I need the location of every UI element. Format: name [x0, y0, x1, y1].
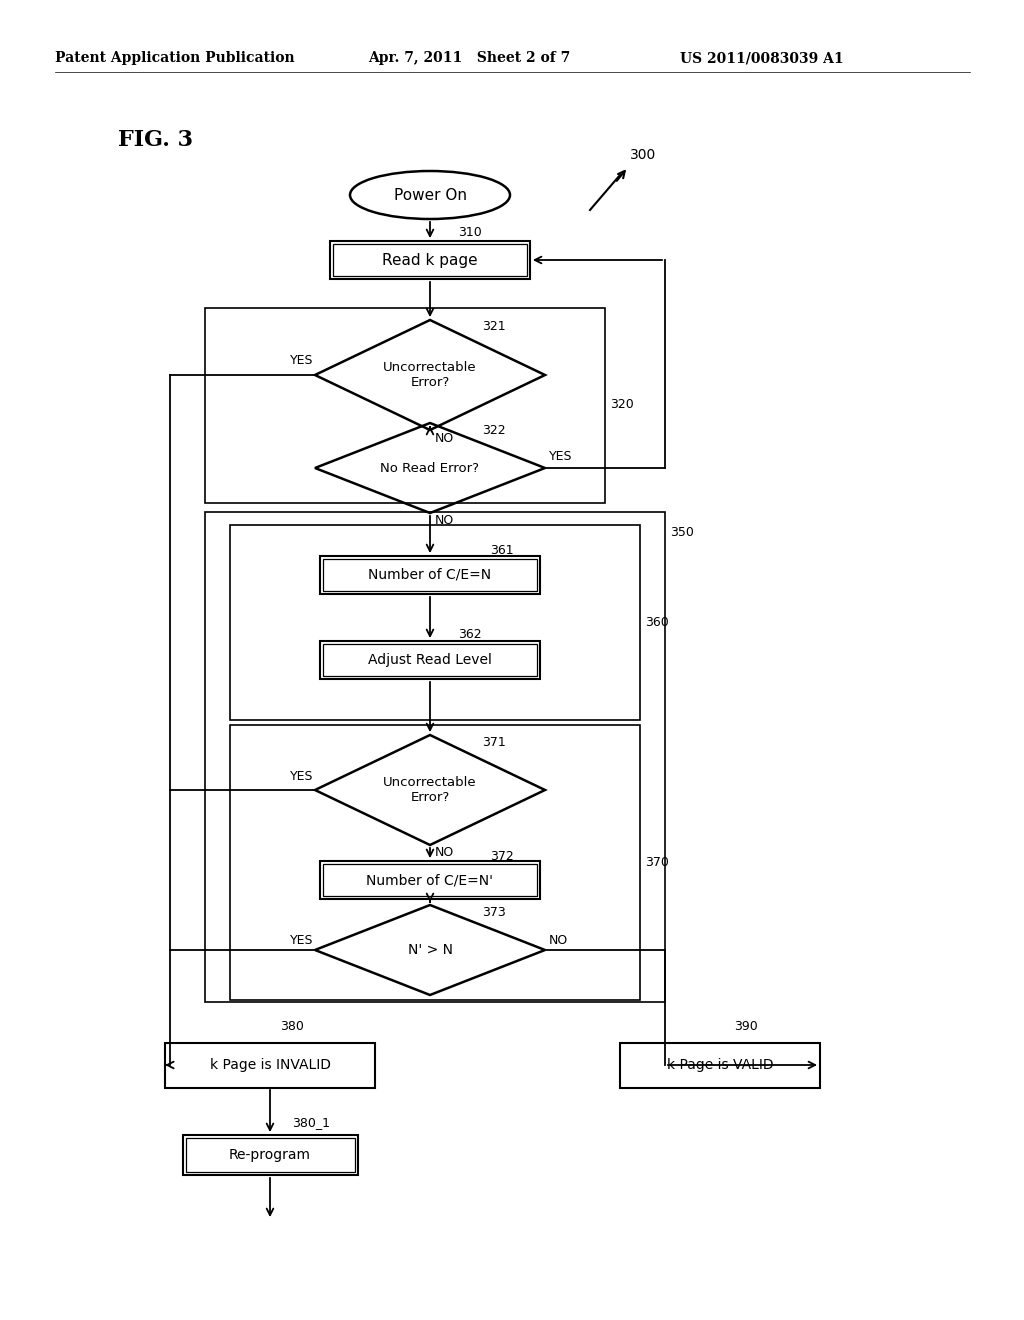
- Bar: [230, 725, 640, 1001]
- Text: 372: 372: [490, 850, 514, 862]
- Text: 390: 390: [734, 1020, 758, 1034]
- Text: k Page is VALID: k Page is VALID: [667, 1059, 773, 1072]
- Text: 371: 371: [482, 735, 506, 748]
- Text: No Read Error?: No Read Error?: [381, 462, 479, 474]
- Bar: [205, 512, 665, 1002]
- Text: Apr. 7, 2011   Sheet 2 of 7: Apr. 7, 2011 Sheet 2 of 7: [368, 51, 570, 65]
- Text: US 2011/0083039 A1: US 2011/0083039 A1: [680, 51, 844, 65]
- Text: Power On: Power On: [393, 187, 467, 202]
- Bar: [185, 1138, 354, 1172]
- Bar: [319, 556, 540, 594]
- Text: 380_1: 380_1: [292, 1117, 330, 1130]
- Text: 321: 321: [482, 321, 506, 334]
- Text: NO: NO: [549, 933, 568, 946]
- Text: k Page is INVALID: k Page is INVALID: [210, 1059, 331, 1072]
- Text: Uncorrectable
Error?: Uncorrectable Error?: [383, 360, 477, 389]
- Text: 370: 370: [645, 855, 669, 869]
- Text: Patent Application Publication: Patent Application Publication: [55, 51, 295, 65]
- Bar: [182, 1135, 357, 1175]
- Text: Re-program: Re-program: [229, 1148, 311, 1162]
- Text: 362: 362: [458, 627, 481, 640]
- Text: 310: 310: [458, 226, 481, 239]
- Bar: [333, 244, 527, 276]
- Text: 360: 360: [645, 615, 669, 628]
- Text: 320: 320: [610, 399, 634, 412]
- Bar: [323, 644, 537, 676]
- Bar: [330, 242, 530, 279]
- Text: YES: YES: [290, 770, 313, 783]
- Text: Number of C/E=N': Number of C/E=N': [367, 873, 494, 887]
- Text: 373: 373: [482, 906, 506, 919]
- Bar: [620, 1043, 820, 1088]
- Text: FIG. 3: FIG. 3: [118, 129, 193, 150]
- Bar: [319, 642, 540, 678]
- Text: Uncorrectable
Error?: Uncorrectable Error?: [383, 776, 477, 804]
- Text: Number of C/E=N: Number of C/E=N: [369, 568, 492, 582]
- Text: 380: 380: [280, 1020, 304, 1034]
- Text: 322: 322: [482, 424, 506, 437]
- Bar: [205, 308, 605, 503]
- Bar: [323, 558, 537, 591]
- Text: 300: 300: [630, 148, 656, 162]
- Text: YES: YES: [549, 450, 572, 462]
- Text: 361: 361: [490, 544, 514, 557]
- Text: Read k page: Read k page: [382, 252, 478, 268]
- Bar: [319, 861, 540, 899]
- Text: 350: 350: [670, 525, 694, 539]
- Bar: [323, 865, 537, 896]
- Text: N' > N: N' > N: [408, 942, 453, 957]
- Text: YES: YES: [290, 355, 313, 367]
- Text: YES: YES: [290, 933, 313, 946]
- Text: NO: NO: [435, 846, 455, 859]
- Text: NO: NO: [435, 432, 455, 445]
- Text: Adjust Read Level: Adjust Read Level: [368, 653, 492, 667]
- Text: NO: NO: [435, 515, 455, 528]
- Bar: [165, 1043, 375, 1088]
- Bar: [230, 525, 640, 719]
